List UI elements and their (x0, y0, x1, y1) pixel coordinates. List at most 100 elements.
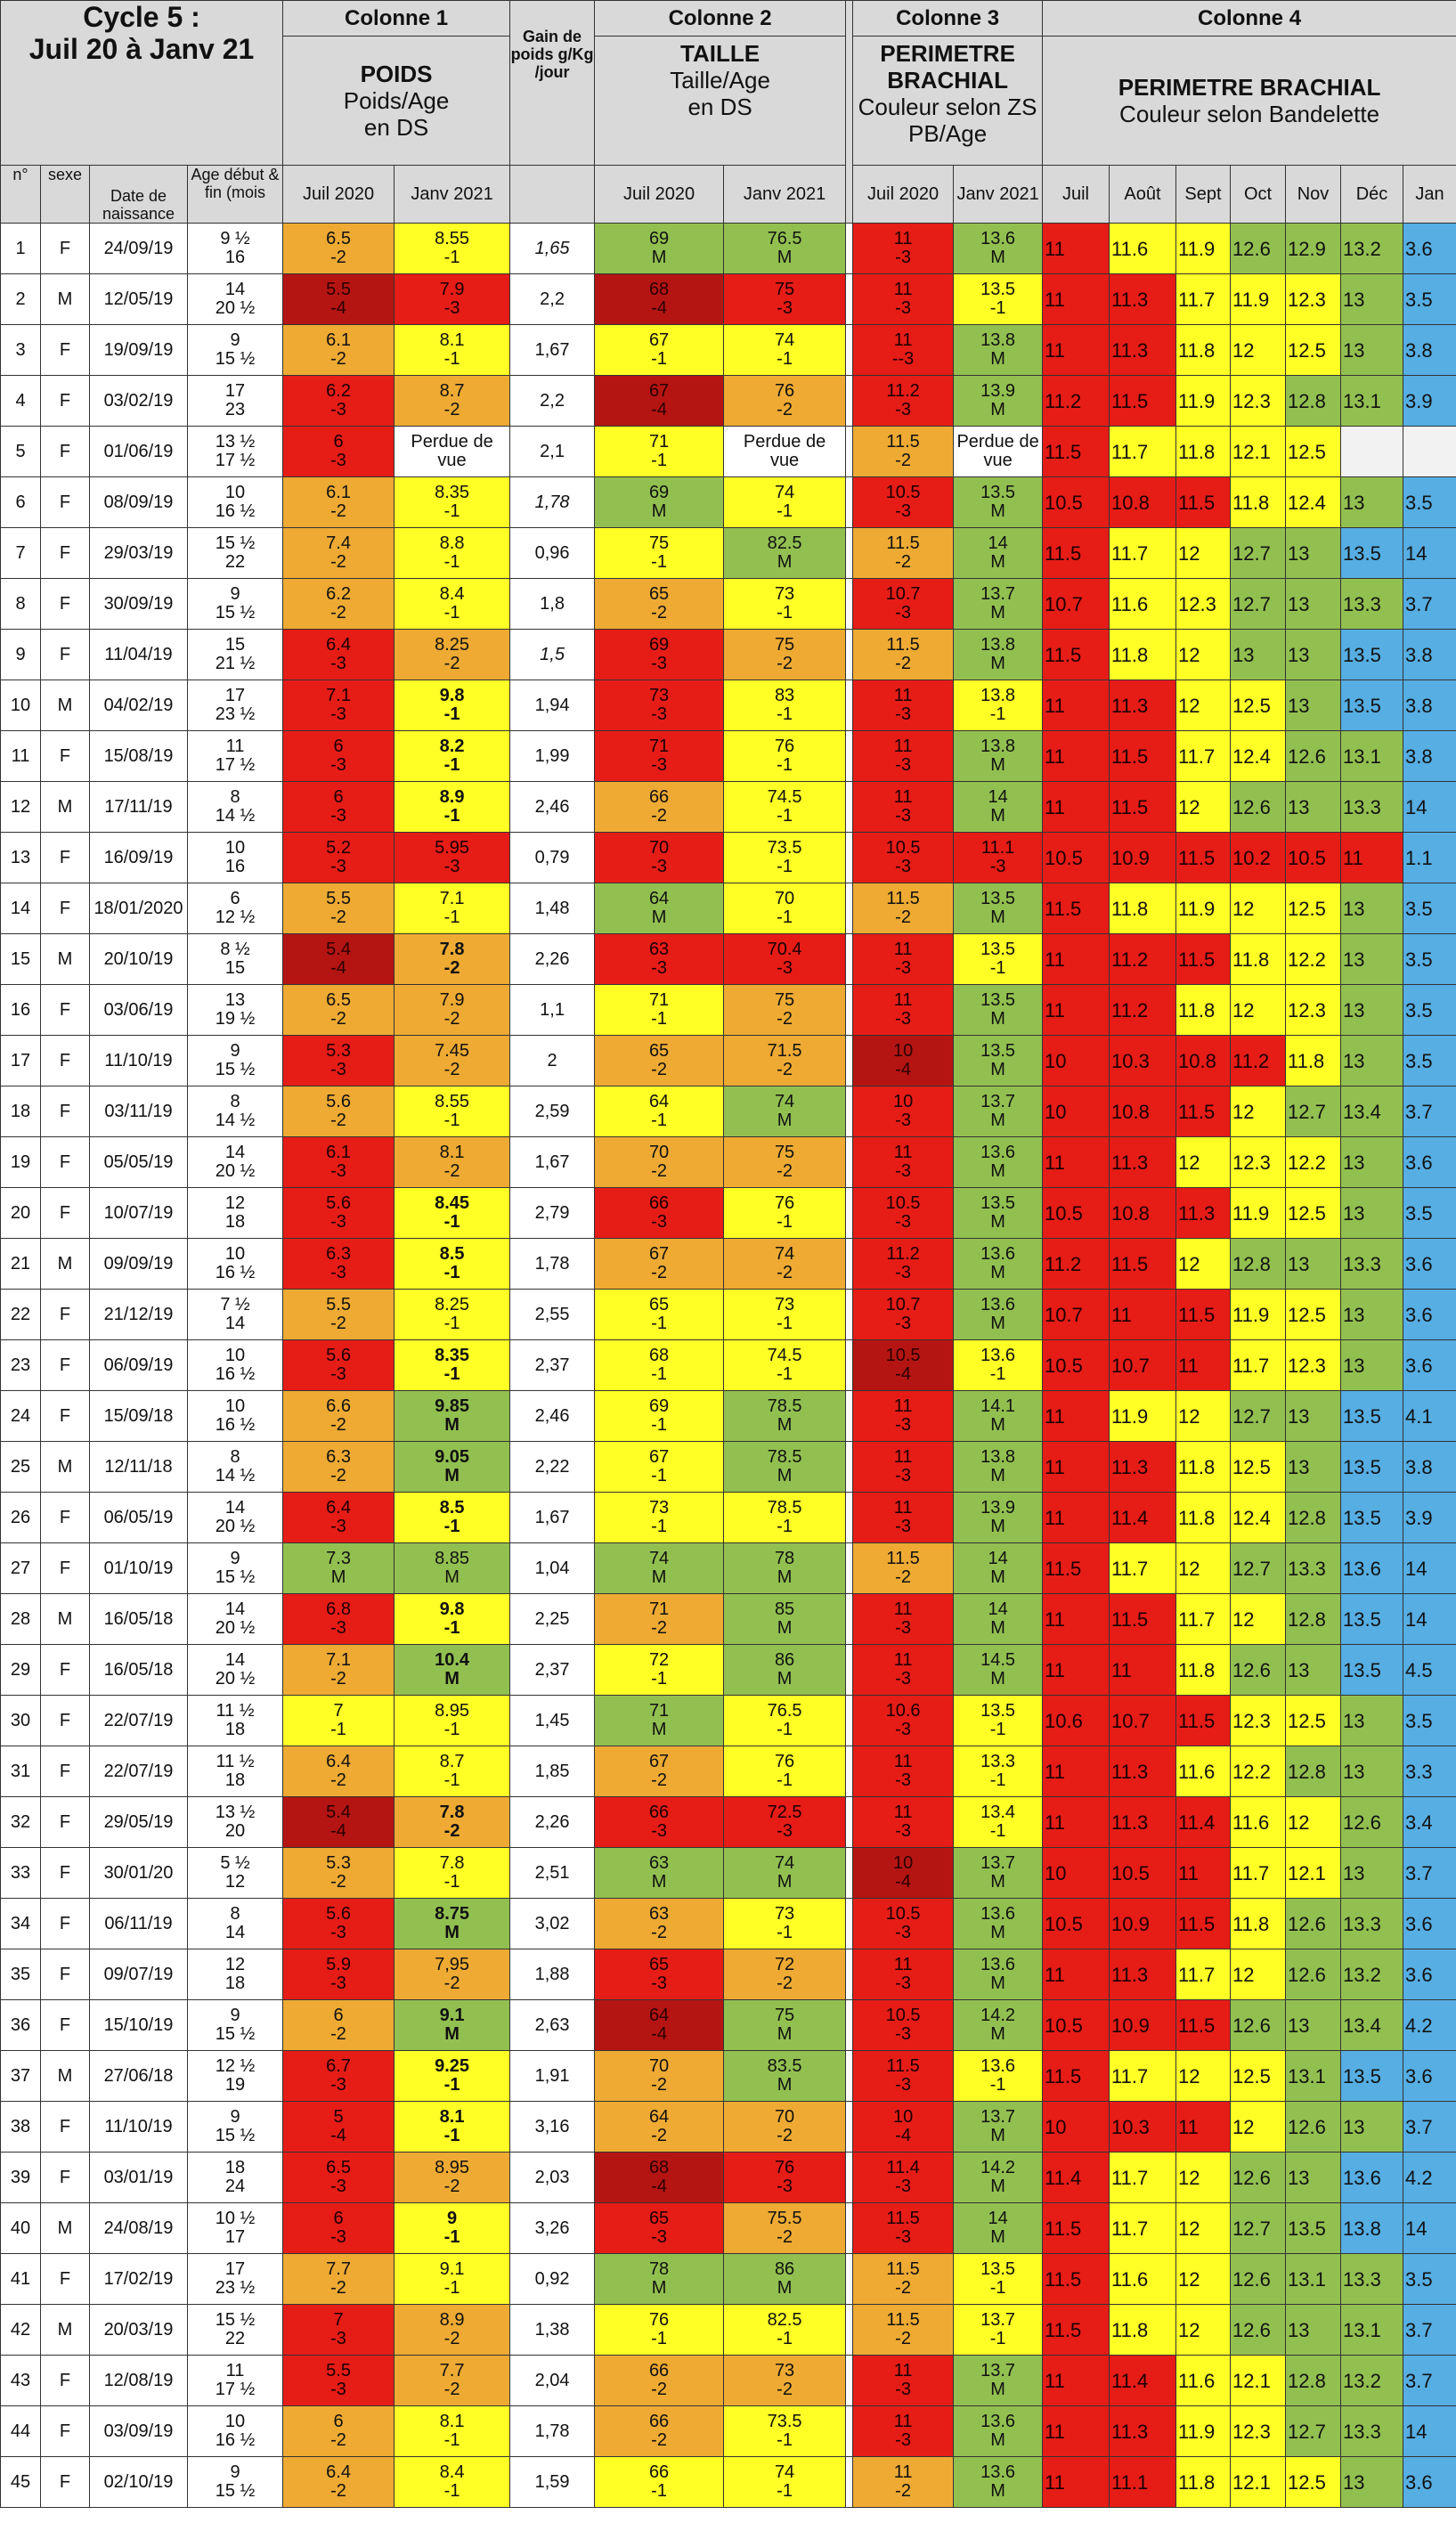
bandelette-month-cell: 11.8 (1230, 1898, 1286, 1949)
bandelette-month-cell: 10.8 (1109, 1086, 1176, 1137)
taille-juil-detail: -2 (651, 2380, 667, 2399)
poids-janv-detail: -1 (443, 552, 460, 572)
taille-juil: 72 -1 (594, 1644, 725, 1696)
taille-janv-value: 73.5 (767, 2412, 802, 2431)
bandelette-month-cell: 12.6 (1285, 730, 1341, 782)
gain-poids: 1,45 (509, 1695, 596, 1746)
taille-janv: 70.4 -3 (723, 933, 847, 985)
row-sexe: F (40, 2405, 90, 2457)
pb-janv-detail: M (990, 1669, 1005, 1689)
bandelette-month-cell: 13.3 (1340, 781, 1403, 833)
pb-juil: 11 -3 (852, 1390, 955, 1442)
taille-juil-detail: M (651, 501, 667, 521)
gain-poids: 2,26 (509, 933, 596, 985)
pb-juil-value: 11.5 (886, 635, 920, 655)
poids-juil-detail: -3 (330, 1212, 346, 1232)
poids-janv-detail: M (444, 1567, 460, 1587)
row-birthdate: 12/05/19 (89, 273, 188, 325)
bandelette-month-cell: 10.3 (1109, 2101, 1176, 2153)
taille-janv-detail: -1 (777, 755, 793, 775)
row-birthdate: 12/11/18 (89, 1441, 188, 1493)
subheader-age: Age début & fin (mois (186, 165, 284, 224)
bandelette-month-cell: 11.7 (1109, 426, 1176, 477)
bandelette-month-cell: 13 (1285, 2304, 1341, 2356)
row-birthdate: 22/07/19 (89, 1695, 188, 1746)
row-age: 14 20 ½ (186, 1644, 284, 1696)
row-age: 9 15 ½ (186, 1542, 284, 1594)
poids-juil-value: 5.5 (326, 2361, 351, 2380)
row-sexe: M (40, 680, 90, 731)
pb-janv: 13.7 M (953, 2355, 1044, 2406)
poids-juil-value: 6.4 (326, 1498, 351, 1518)
taille-janv: 73 -1 (723, 1898, 847, 1949)
taille-janv: 75.5 -2 (723, 2202, 847, 2254)
bandelette-month-cell: 3.5 (1402, 933, 1456, 985)
poids-juil: 6 -3 (282, 2202, 395, 2254)
separator-cell (845, 1136, 854, 1188)
bandelette-month-cell: 12.6 (1230, 2253, 1286, 2305)
taille-juil-value: 68 (648, 280, 670, 299)
separator-cell (845, 2405, 854, 2457)
taille-janv-value: 76 (774, 1193, 795, 1213)
poids-juil-detail: -4 (330, 2126, 346, 2145)
taille-janv-value: 73.5 (767, 838, 802, 858)
taille-janv: 74 M (723, 1847, 847, 1899)
poids-janv-value: Perdue de (411, 432, 493, 452)
taille-janv-value: 78.5 (767, 1447, 802, 1467)
taille-janv: 76 -2 (723, 375, 847, 427)
taille-janv-detail: M (777, 1466, 793, 1485)
bandelette-month-cell: 11 (1042, 273, 1110, 325)
taille-janv-value: 74 (774, 483, 795, 502)
bandelette-month-cell: 11.8 (1175, 1644, 1231, 1696)
taille-juil: 65 -3 (594, 2202, 725, 2254)
row-age: 11 17 ½ (186, 730, 284, 782)
taille-janv-detail: -1 (777, 1212, 793, 1232)
taille-juil-detail: -2 (651, 2075, 667, 2095)
row-sexe: F (40, 1339, 90, 1391)
bandelette-row: 10 10.3 10.8 11.2 11.8 13 3.5 (1042, 1035, 1456, 1086)
row-age: 10 ½ 17 (186, 2202, 284, 2254)
bandelette-month-cell: 12.3 (1230, 1695, 1286, 1746)
bandelette-row: 11.5 11.7 12 12.5 13.1 13.5 3.6 (1042, 2050, 1456, 2102)
gain-poids: 1,85 (509, 1746, 596, 1797)
row-sexe: F (40, 527, 90, 579)
row-number: 44 (0, 2405, 41, 2457)
row-age: 8 ½ 15 (186, 933, 284, 985)
row-birthdate: 09/07/19 (89, 1949, 188, 2000)
table-row: 6 F 08/09/19 10 16 ½ 6.1 -2 8.35 -1 1,78 69 M 74 -1 10… (0, 476, 1044, 528)
pb-juil-value: 11 (893, 1396, 913, 1416)
pb-juil-detail: -2 (895, 2278, 911, 2298)
pb-juil-detail: -3 (895, 2430, 911, 2450)
row-sexe: F (40, 1086, 90, 1137)
pb-juil: 10 -3 (852, 1086, 955, 1137)
poids-janv: 9.05 M (394, 1441, 511, 1493)
bandelette-month-cell: 3.6 (1402, 1949, 1456, 2000)
row-number: 16 (0, 984, 41, 1036)
bandelette-month-cell: 3.6 (1402, 1136, 1456, 1188)
taille-juil-value: 67 (648, 1447, 670, 1467)
bandelette-month-cell: 11 (1042, 933, 1110, 985)
bandelette-month-cell: 12 (1230, 1086, 1286, 1137)
row-birthdate: 06/11/19 (89, 1898, 188, 1949)
bandelette-month-cell: 3.3 (1402, 1746, 1456, 1797)
taille-juil: 71 -2 (594, 1593, 725, 1645)
row-number: 43 (0, 2355, 41, 2406)
poids-janv-detail: -3 (443, 857, 460, 876)
row-age: 8 14 ½ (186, 781, 284, 833)
row-age-value: 17 (224, 686, 246, 705)
poids-janv: 9.1 -1 (394, 2253, 511, 2305)
row-sexe: M (40, 2304, 90, 2356)
poids-juil-detail: -2 (330, 2430, 346, 2450)
pb-juil-value: 11 (893, 1752, 913, 1771)
poids-janv-value: 9.1 (439, 2259, 465, 2279)
table-row: 30 F 22/07/19 11 ½ 18 7 -1 8.95 -1 1,45 71 M 76.5 -1 1… (0, 1695, 1044, 1746)
poids-janv-value: 9.05 (435, 1447, 470, 1467)
taille-juil-value: 71 (648, 990, 670, 1010)
row-sexe: F (40, 223, 90, 274)
poids-janv-detail: -1 (443, 1872, 460, 1892)
taille-juil-detail: -2 (651, 1770, 667, 1790)
row-age-value: 12 (224, 1193, 246, 1213)
bandelette-month-cell: 11 (1042, 1593, 1110, 1645)
bandelette-month-cell: 13.4 (1340, 1086, 1403, 1137)
separator-cell (845, 2152, 854, 2203)
